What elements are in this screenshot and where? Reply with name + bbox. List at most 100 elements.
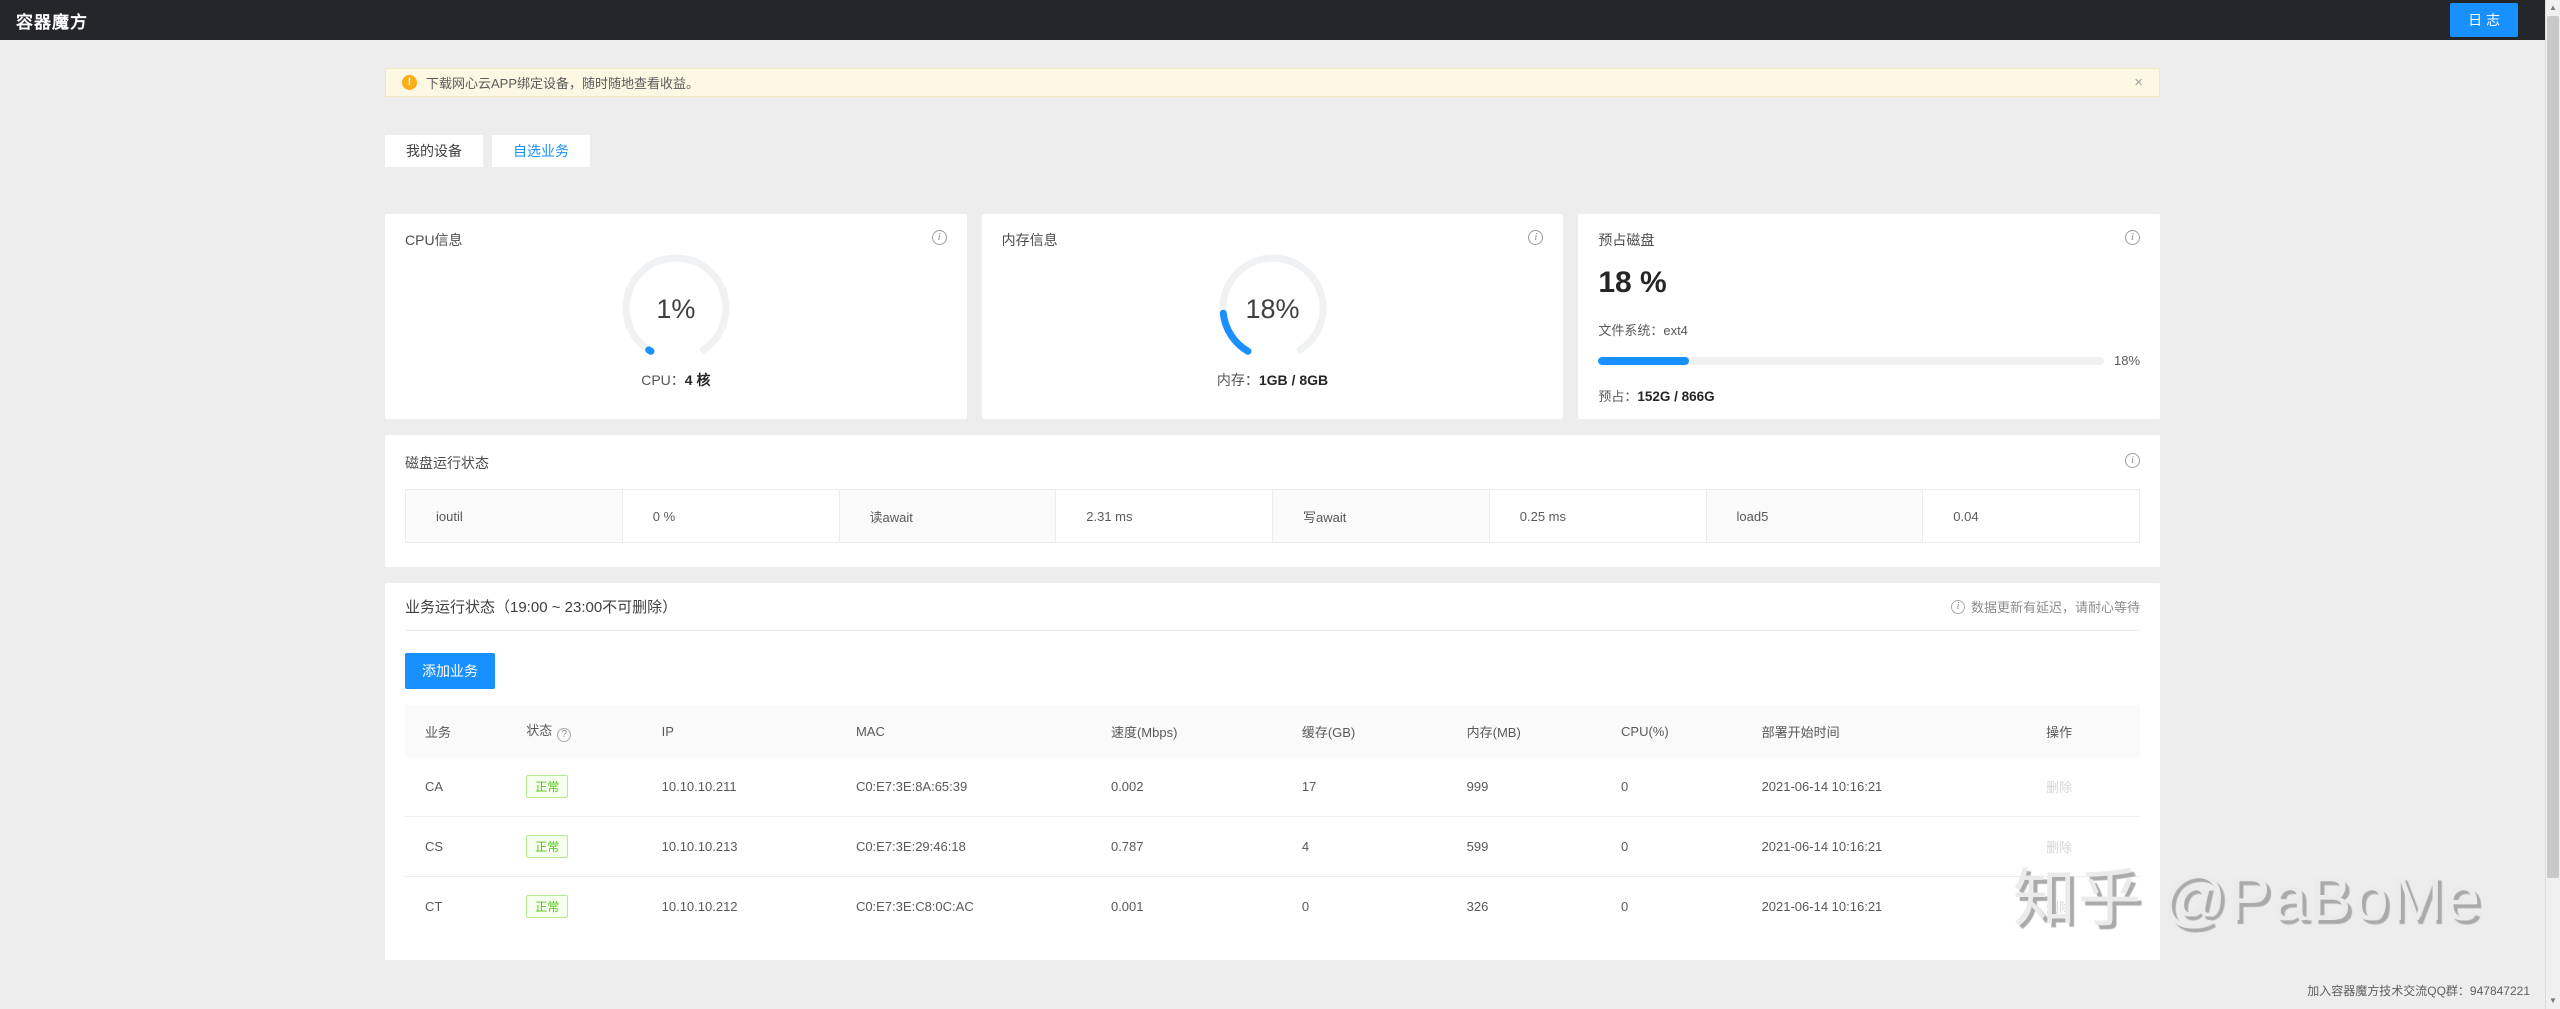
cpu-card: CPU信息 i 1% CPU：4 核 xyxy=(385,214,967,419)
table-row: CS 正常 10.10.10.213 C0:E7:3E:29:46:18 0.787 4 5… xyxy=(405,816,2140,877)
status-badge: 正常 xyxy=(526,775,569,798)
cell-ip: 10.10.10.211 xyxy=(649,757,844,817)
business-table: 业务 状态? IP MAC 速度(Mbps) 缓存(GB) 内存(MB) CPU(%) 部署开始… xyxy=(405,705,2140,936)
memory-usage-label: 内存：1GB / 8GB xyxy=(1002,370,1544,390)
cell-name: CT xyxy=(425,899,443,914)
disk-status-strip: ioutil 0 % 读await 2.31 ms 写await 0.25 ms load5… xyxy=(405,489,2140,543)
app-title: 容器魔方 xyxy=(16,12,88,32)
warning-icon: ! xyxy=(402,75,417,90)
vertical-scrollbar[interactable]: ▲ ▼ xyxy=(2545,0,2560,1009)
delete-link[interactable]: 删除 xyxy=(2046,840,2073,855)
cell-cpu: 0 xyxy=(1621,899,1629,914)
disk-metric-label: 写await xyxy=(1273,490,1490,542)
memory-label-prefix: 内存： xyxy=(1216,372,1259,388)
delete-link[interactable]: 删除 xyxy=(2046,780,2073,795)
disk-metric-value: 0 % xyxy=(622,490,840,542)
table-header-row: 业务 状态? IP MAC 速度(Mbps) 缓存(GB) 内存(MB) CPU(%) 部署开始… xyxy=(405,705,2140,757)
filesystem-label: 文件系统：ext4 xyxy=(1598,323,1688,338)
disk-status-title: 磁盘运行状态 xyxy=(405,455,489,471)
column-header-status: 状态? xyxy=(514,705,650,757)
column-header-speed: 速度(Mbps) xyxy=(1098,705,1290,757)
disk-card-title: 预占磁盘 xyxy=(1598,232,1655,248)
close-icon[interactable]: × xyxy=(2134,74,2143,91)
disk-metric-label: ioutil xyxy=(406,490,623,542)
cell-cache: 0 xyxy=(1301,899,1310,914)
info-icon: i xyxy=(1950,599,1965,614)
cpu-card-title: CPU信息 xyxy=(405,232,463,248)
column-header-deploy_time: 部署开始时间 xyxy=(1749,705,2035,757)
disk-status-card: 磁盘运行状态 i ioutil 0 % 读await 2.31 ms 写await 0.2… xyxy=(385,435,2160,567)
tab-custom-business[interactable]: 自选业务 xyxy=(492,135,590,167)
tab-my-devices[interactable]: 我的设备 xyxy=(385,135,483,167)
column-header-ip: IP xyxy=(649,705,844,757)
cell-mac: C0:E7:3E:29:46:18 xyxy=(843,816,1099,877)
column-header-mac: MAC xyxy=(843,705,1099,757)
cpu-label-prefix: CPU： xyxy=(641,372,685,388)
cell-ip: 10.10.10.213 xyxy=(649,816,844,877)
table-row: CA 正常 10.10.10.211 C0:E7:3E:8A:65:39 0.002 17… xyxy=(405,757,2140,817)
column-header-cache: 缓存(GB) xyxy=(1289,705,1455,757)
cell-speed: 0.787 xyxy=(1098,816,1290,877)
cell-status: 正常 xyxy=(514,877,649,937)
column-header-cpu: CPU(%) xyxy=(1609,705,1750,757)
status-badge: 正常 xyxy=(526,835,569,858)
disk-metric-value: 2.31 ms xyxy=(1056,490,1273,542)
notification-banner: ! 下载网心云APP绑定设备，随时随地查看收益。 × xyxy=(385,68,2160,97)
cell-cpu: 0 xyxy=(1609,816,1750,877)
status-badge: 正常 xyxy=(526,895,569,918)
column-header-action: 操作 xyxy=(2034,705,2140,757)
disk-usage-value: 152G / 866G xyxy=(1637,389,1715,404)
cpu-cores-label: CPU：4 核 xyxy=(405,370,947,390)
cell-action: 删除 xyxy=(2034,757,2140,817)
disk-usage-prefix: 预占： xyxy=(1598,389,1638,404)
log-button[interactable]: 日 志 xyxy=(2450,3,2518,37)
info-icon[interactable]: i xyxy=(2125,453,2140,468)
scrollbar-thumb[interactable] xyxy=(2547,16,2559,878)
disk-metric-value: 0.04 xyxy=(1923,490,2139,542)
scroll-up-icon[interactable]: ▲ xyxy=(2549,3,2557,12)
cell-status: 正常 xyxy=(514,816,650,877)
memory-gauge: 18% xyxy=(1213,250,1333,366)
disk-metric-value: 0.25 ms xyxy=(1489,490,1707,542)
stat-cards-row: CPU信息 i 1% CPU：4 核 内存信息 i xyxy=(385,214,2161,419)
business-section-header: 业务运行状态（19:00 ~ 23:00不可删除） i 数据更新有延迟，请耐心等… xyxy=(405,583,2140,631)
info-icon[interactable]: i xyxy=(2125,230,2141,245)
cpu-gauge: 1% xyxy=(616,250,736,366)
cpu-percent-value: 1% xyxy=(656,294,696,324)
cell-memory: 326 xyxy=(1466,899,1489,914)
disk-percent-value: 18 % xyxy=(1598,266,1667,299)
cell-name: CS xyxy=(405,816,515,877)
cell-action: 删除 xyxy=(2034,877,2140,937)
table-row: CT 正常 10.10.10.212 C0:E7:3E:C8:0C:AC 0.001 0 3… xyxy=(405,877,2140,937)
memory-card-title: 内存信息 xyxy=(1001,232,1058,248)
tab-bar: 我的设备 自选业务 xyxy=(385,135,2160,167)
disk-progress-fill xyxy=(1598,356,1690,365)
cell-mac: C0:E7:3E:8A:65:39 xyxy=(843,757,1099,817)
disk-progress-track xyxy=(1598,356,2104,365)
disk-usage-label: 预占：152G / 866G xyxy=(1598,386,2140,405)
cell-deploy_time: 2021-06-14 10:16:21 xyxy=(1749,816,2035,877)
table-body: CA 正常 10.10.10.211 C0:E7:3E:8A:65:39 0.002 17… xyxy=(405,757,2140,936)
cell-memory: 599 xyxy=(1454,816,1610,877)
add-business-button[interactable]: 添加业务 xyxy=(405,653,495,689)
cell-cpu: 0 xyxy=(1609,757,1750,817)
help-icon[interactable]: ? xyxy=(557,728,572,742)
cell-mac: C0:E7:3E:C8:0C:AC xyxy=(855,899,974,914)
delete-link[interactable]: 删除 xyxy=(2046,900,2073,915)
cell-status: 正常 xyxy=(514,757,650,817)
cell-speed: 0.002 xyxy=(1098,757,1290,817)
cell-deploy_time: 2021-06-14 10:16:21 xyxy=(1761,899,1883,914)
info-icon[interactable]: i xyxy=(931,230,947,245)
scroll-down-icon[interactable]: ▼ xyxy=(2549,996,2557,1005)
cell-cache: 4 xyxy=(1289,816,1455,877)
info-icon[interactable]: i xyxy=(1528,230,1544,245)
memory-percent-value: 18% xyxy=(1245,294,1300,324)
top-header: 容器魔方 日 志 xyxy=(0,0,2560,40)
cell-action: 删除 xyxy=(2034,816,2140,877)
data-delay-note: i 数据更新有延迟，请耐心等待 xyxy=(1950,597,2140,616)
memory-card: 内存信息 i 18% 内存：1GB / 8GB xyxy=(981,214,1564,419)
cell-cache: 17 xyxy=(1289,757,1455,817)
cell-deploy_time: 2021-06-14 10:16:21 xyxy=(1749,757,2035,817)
business-status-card: 业务运行状态（19:00 ~ 23:00不可删除） i 数据更新有延迟，请耐心等… xyxy=(385,583,2160,960)
